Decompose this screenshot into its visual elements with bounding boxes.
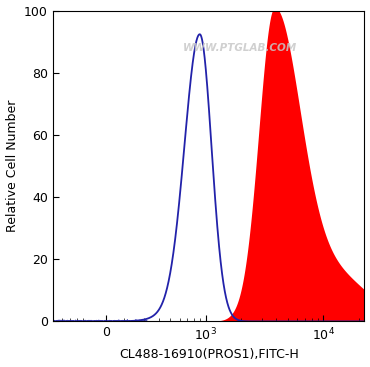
X-axis label: CL488-16910(PROS1),FITC-H: CL488-16910(PROS1),FITC-H (119, 348, 299, 361)
Text: WWW.PTGLAB.COM: WWW.PTGLAB.COM (183, 43, 297, 53)
Y-axis label: Relative Cell Number: Relative Cell Number (6, 100, 18, 232)
